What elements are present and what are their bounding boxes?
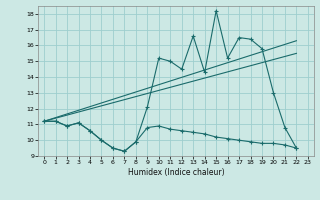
X-axis label: Humidex (Indice chaleur): Humidex (Indice chaleur): [128, 168, 224, 177]
